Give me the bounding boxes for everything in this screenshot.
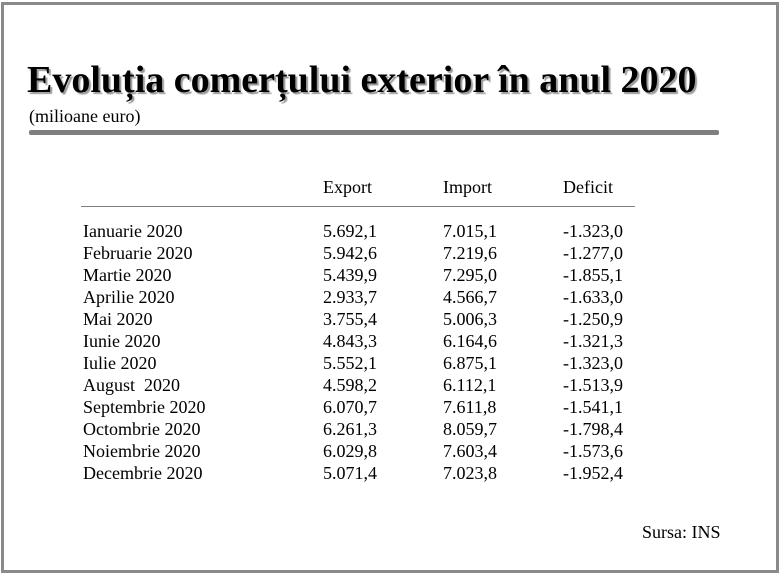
header-divider xyxy=(81,206,635,207)
export-cell: 4.598,2 xyxy=(323,375,377,395)
month-cell: Octombrie 2020 xyxy=(83,419,201,439)
export-cell: 5.552,1 xyxy=(323,353,377,373)
month-cell: Ianuarie 2020 xyxy=(83,221,183,241)
table-row: Noiembrie 2020 6.029,8 7.603,4 -1.573,6 xyxy=(0,440,780,462)
export-cell: 5.942,6 xyxy=(323,243,377,263)
deficit-cell: -1.513,9 xyxy=(563,375,623,395)
export-cell: 5.692,1 xyxy=(323,221,377,241)
export-cell: 5.071,4 xyxy=(323,463,377,483)
export-cell: 5.439,9 xyxy=(323,265,377,285)
table-row: Iulie 2020 5.552,1 6.875,1 -1.323,0 xyxy=(0,352,780,374)
table-row: Februarie 2020 5.942,6 7.219,6 -1.277,0 xyxy=(0,242,780,264)
month-cell: Martie 2020 xyxy=(83,265,172,285)
import-cell: 6.112,1 xyxy=(443,375,497,395)
import-cell: 7.219,6 xyxy=(443,243,497,263)
import-cell: 6.875,1 xyxy=(443,353,497,373)
month-cell: Februarie 2020 xyxy=(83,243,193,263)
deficit-cell: -1.952,4 xyxy=(563,463,623,483)
month-cell: Noiembrie 2020 xyxy=(83,441,201,461)
month-cell: Decembrie 2020 xyxy=(83,463,203,483)
import-cell: 4.566,7 xyxy=(443,287,497,307)
source-note: Sursa: INS xyxy=(642,522,721,542)
title-divider xyxy=(29,130,719,135)
deficit-cell: -1.323,0 xyxy=(563,353,623,373)
month-cell: Iunie 2020 xyxy=(83,331,161,351)
import-cell: 6.164,6 xyxy=(443,331,497,351)
export-cell: 2.933,7 xyxy=(323,287,377,307)
table-row: Septembrie 2020 6.070,7 7.611,8 -1.541,1 xyxy=(0,396,780,418)
export-cell: 4.843,3 xyxy=(323,331,377,351)
month-cell: Mai 2020 xyxy=(83,309,153,329)
export-cell: 6.070,7 xyxy=(323,397,377,417)
deficit-cell: -1.573,6 xyxy=(563,441,623,461)
import-cell: 7.295,0 xyxy=(443,265,497,285)
import-cell: 7.015,1 xyxy=(443,221,497,241)
deficit-cell: -1.633,0 xyxy=(563,287,623,307)
deficit-cell: -1.277,0 xyxy=(563,243,623,263)
table-row: Octombrie 2020 6.261,3 8.059,7 -1.798,4 xyxy=(0,418,780,440)
import-cell: 7.023,8 xyxy=(443,463,497,483)
deficit-cell: -1.541,1 xyxy=(563,397,623,417)
import-cell: 8.059,7 xyxy=(443,419,497,439)
import-cell: 7.603,4 xyxy=(443,441,497,461)
table-row: Decembrie 2020 5.071,4 7.023,8 -1.952,4 xyxy=(0,462,780,484)
table-row: Martie 2020 5.439,9 7.295,0 -1.855,1 xyxy=(0,264,780,286)
export-cell: 3.755,4 xyxy=(323,309,377,329)
month-cell: Iulie 2020 xyxy=(83,353,157,373)
trade-table: Ianuarie 2020 5.692,1 7.015,1 -1.323,0 F… xyxy=(0,220,780,484)
table-row: Ianuarie 2020 5.692,1 7.015,1 -1.323,0 xyxy=(0,220,780,242)
export-cell: 6.261,3 xyxy=(323,419,377,439)
deficit-cell: -1.250,9 xyxy=(563,309,623,329)
header-deficit: Deficit xyxy=(563,177,613,197)
table-row: Iunie 2020 4.843,3 6.164,6 -1.321,3 xyxy=(0,330,780,352)
export-cell: 6.029,8 xyxy=(323,441,377,461)
deficit-cell: -1.798,4 xyxy=(563,419,623,439)
deficit-cell: -1.321,3 xyxy=(563,331,623,351)
table-row: Aprilie 2020 2.933,7 4.566,7 -1.633,0 xyxy=(0,286,780,308)
month-cell: Aprilie 2020 xyxy=(83,287,175,307)
import-cell: 5.006,3 xyxy=(443,309,497,329)
page-title: Evoluția comerțului exterior în anul 202… xyxy=(27,59,697,101)
month-cell: Septembrie 2020 xyxy=(83,397,206,417)
deficit-cell: -1.855,1 xyxy=(563,265,623,285)
header-export: Export xyxy=(323,177,372,197)
table-row: August 2020 4.598,2 6.112,1 -1.513,9 xyxy=(0,374,780,396)
deficit-cell: -1.323,0 xyxy=(563,221,623,241)
import-cell: 7.611,8 xyxy=(443,397,497,417)
page-subtitle: (milioane euro) xyxy=(29,106,141,126)
header-import: Import xyxy=(443,177,492,197)
month-cell: August 2020 xyxy=(83,375,181,395)
table-row: Mai 2020 3.755,4 5.006,3 -1.250,9 xyxy=(0,308,780,330)
